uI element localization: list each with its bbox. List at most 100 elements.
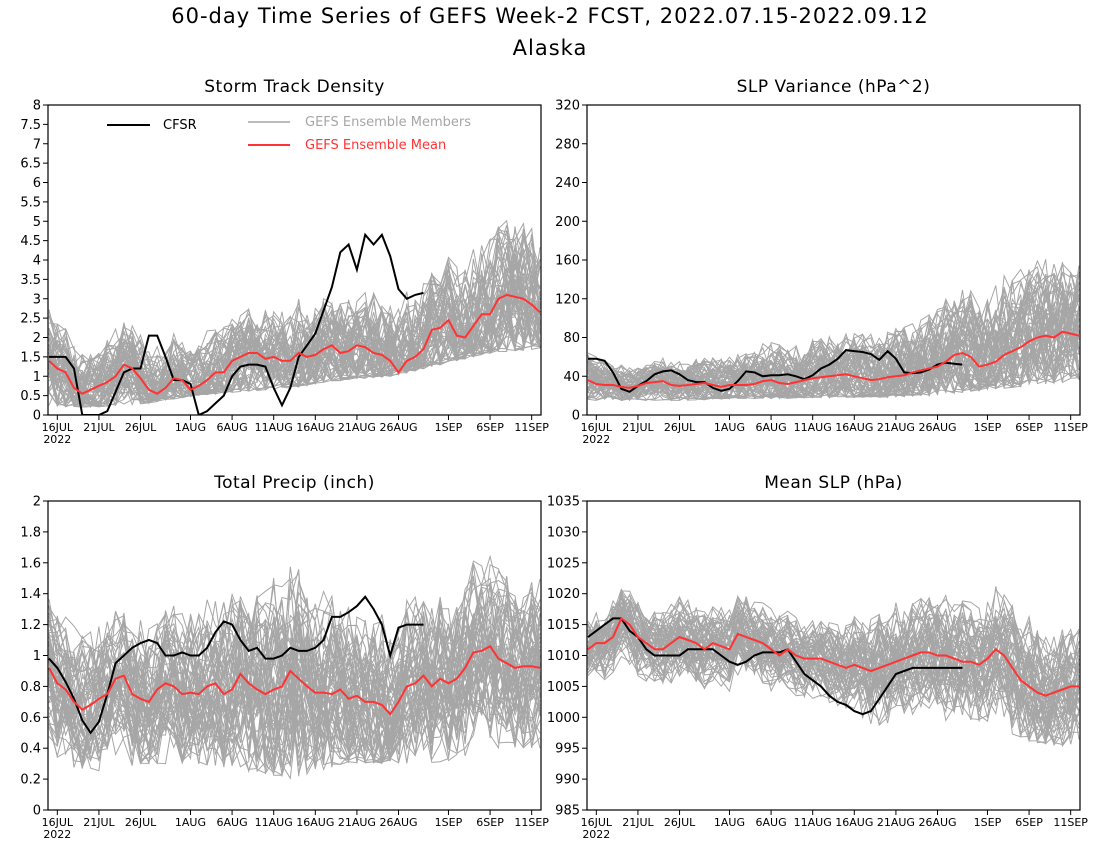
y-tick-label: 995 <box>555 742 580 757</box>
x-tick-label: 11AUG <box>794 816 832 829</box>
member-line <box>48 591 541 736</box>
y-tick-label: 1.5 <box>20 350 41 365</box>
x-tick-label: 1SEP <box>435 816 463 829</box>
x-year-label: 2022 <box>43 433 71 446</box>
x-tick-label: 21JUL <box>83 816 115 829</box>
x-tick-label: 11SEP <box>1053 816 1088 829</box>
x-year-label: 2022 <box>43 828 71 841</box>
x-tick-label: 26JUL <box>125 816 157 829</box>
x-tick-label: 16AUG <box>835 421 873 434</box>
member-line <box>587 259 1080 386</box>
cfsr-line <box>49 232 424 415</box>
x-tick-label: 6AUG <box>217 421 248 434</box>
y-tick-label: 5 <box>33 215 41 230</box>
x-tick-label: 1AUG <box>175 816 206 829</box>
y-tick-label: 160 <box>555 254 580 269</box>
member-line <box>48 312 541 408</box>
member-line <box>587 612 1080 720</box>
y-tick-label: 7.5 <box>20 118 41 133</box>
member-line <box>48 229 541 401</box>
y-tick-label: 200 <box>555 215 580 230</box>
y-tick-label: 240 <box>555 176 580 191</box>
panel-slp-variance: SLP Variance (hPa^2) 0 40 80 120 160 200 240 280… <box>555 77 1088 446</box>
x-tick-label: 1AUG <box>714 421 745 434</box>
x-tick-label: 21AUG <box>338 421 376 434</box>
member-line <box>48 239 541 391</box>
x-tick-label: 16AUG <box>296 816 334 829</box>
y-tick-label: 280 <box>555 137 580 152</box>
x-tick-label: 11SEP <box>514 816 549 829</box>
y-tick-label: 6.5 <box>20 157 41 172</box>
y-tick-label: 0.2 <box>20 773 41 788</box>
x-tick-label: 11AUG <box>255 421 293 434</box>
y-tick-label: 120 <box>555 292 580 307</box>
x-tick-label: 16JUL <box>42 421 74 434</box>
x-tick-label: 6AUG <box>756 421 787 434</box>
member-line <box>587 274 1080 386</box>
y-tick-label: 1.6 <box>20 556 41 571</box>
member-line <box>48 230 541 394</box>
x-tick-label: 26AUG <box>918 421 956 434</box>
member-line <box>587 262 1080 387</box>
member-line <box>48 242 541 400</box>
y-tick-label: 1020 <box>547 587 580 602</box>
panel-title: SLP Variance (hPa^2) <box>737 77 931 97</box>
x-tick-label: 6SEP <box>1015 421 1043 434</box>
y-tick-label: 2 <box>33 331 41 346</box>
y-tick-label: 4 <box>33 254 41 269</box>
y-tick-label: 1030 <box>547 525 580 540</box>
x-tick-label: 21AUG <box>877 421 915 434</box>
x-tick-label: 6SEP <box>476 816 504 829</box>
member-line <box>48 298 541 406</box>
member-line <box>48 577 541 715</box>
y-tick-label: 0.6 <box>20 711 41 726</box>
ensemble-members <box>48 219 541 409</box>
member-line <box>587 630 1080 741</box>
y-tick-label: 2 <box>33 495 41 510</box>
y-tick-label: 320 <box>555 99 580 114</box>
x-tick-label: 1SEP <box>974 421 1002 434</box>
y-tick-label: 80 <box>563 331 580 346</box>
cfsr-line <box>48 595 424 735</box>
member-line <box>587 619 1080 742</box>
y-tick-label: 1010 <box>547 649 580 664</box>
member-line <box>587 337 1080 401</box>
y-tick-label: 1.2 <box>20 618 41 633</box>
x-tick-label: 16JUL <box>581 816 613 829</box>
y-tick-label: 3.5 <box>20 273 41 288</box>
y-tick-label: 40 <box>563 370 580 385</box>
y-tick-label: 1.4 <box>20 587 41 602</box>
page-subtitle: Alaska <box>512 36 588 60</box>
y-tick-label: 0 <box>33 804 41 819</box>
x-tick-label: 16AUG <box>296 421 334 434</box>
x-tick-label: 6AUG <box>217 816 248 829</box>
y-tick-label: 1035 <box>547 495 580 510</box>
x-tick-label: 1SEP <box>435 421 463 434</box>
legend-members-label: GEFS Ensemble Members <box>305 115 471 130</box>
panel-mean-slp: Mean SLP (hPa) 985 990 995 1000 1005 1010 1015 1… <box>547 473 1088 841</box>
x-year-label: 2022 <box>582 828 610 841</box>
member-line <box>48 227 541 390</box>
legend-mean-label: GEFS Ensemble Mean <box>305 138 446 153</box>
x-tick-label: 11AUG <box>794 421 832 434</box>
member-line <box>48 591 541 726</box>
y-tick-label: 0.8 <box>20 680 41 695</box>
member-line <box>587 639 1080 746</box>
member-line <box>587 316 1080 402</box>
y-tick-label: 1015 <box>547 618 580 633</box>
x-tick-label: 6SEP <box>476 421 504 434</box>
y-tick-label: 7 <box>33 137 41 152</box>
y-tick-label: 0.5 <box>20 389 41 404</box>
member-line <box>587 336 1080 401</box>
member-line <box>48 640 541 770</box>
y-tick-label: 0.4 <box>20 742 41 757</box>
x-year-label: 2022 <box>582 433 610 446</box>
ensemble-members <box>48 554 541 780</box>
x-tick-label: 1SEP <box>974 816 1002 829</box>
panel-title: Total Precip (inch) <box>213 473 375 493</box>
x-tick-label: 16JUL <box>42 816 74 829</box>
legend-background <box>56 110 526 158</box>
legend: CFSR GEFS Ensemble Members GEFS Ensemble M… <box>56 110 526 158</box>
y-tick-label: 0 <box>33 409 41 424</box>
